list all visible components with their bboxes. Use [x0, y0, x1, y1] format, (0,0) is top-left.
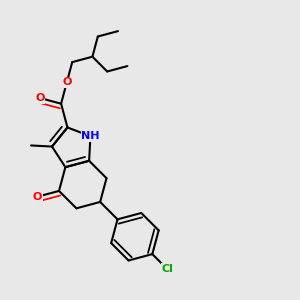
Text: O: O [35, 93, 44, 103]
Text: O: O [33, 192, 42, 202]
Text: NH: NH [81, 131, 100, 141]
Text: O: O [62, 77, 71, 87]
Text: Cl: Cl [161, 264, 173, 274]
